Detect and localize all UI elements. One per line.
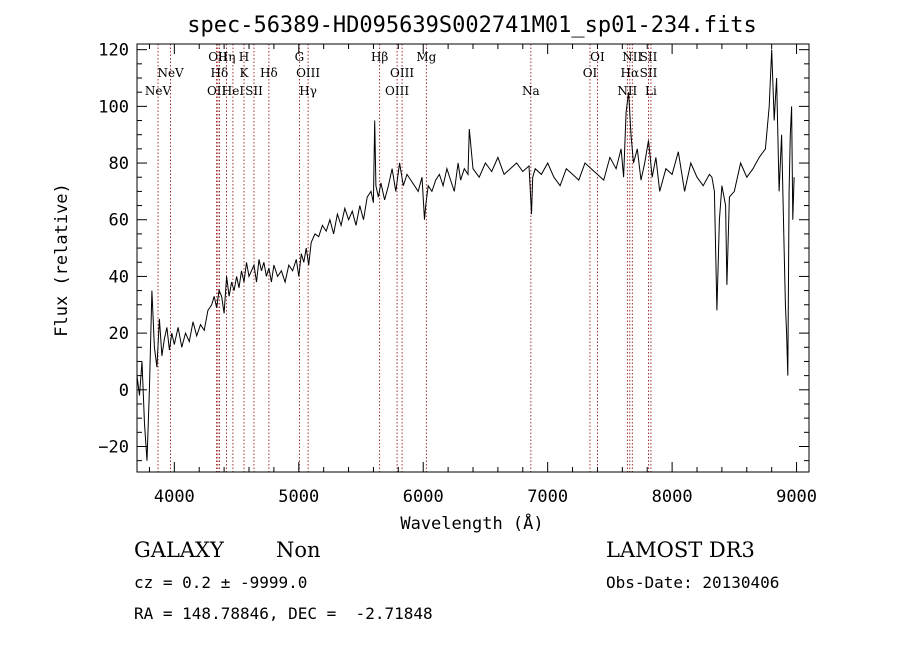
y-axis-label: Flux (relative) <box>52 183 72 337</box>
line-label: OI <box>590 50 605 64</box>
line-label: Hβ <box>371 50 388 64</box>
line-label: OI <box>583 66 598 80</box>
line-label: OII <box>208 50 228 64</box>
object-class: GALAXY <box>134 538 224 562</box>
x-tick-label: 5000 <box>278 487 319 507</box>
line-label: Hδ <box>211 66 229 80</box>
line-label: NII <box>622 50 642 64</box>
line-label: NeV <box>157 66 184 80</box>
y-tick-label: 60 <box>109 211 129 231</box>
survey-name: LAMOST DR3 <box>606 538 755 562</box>
y-tick-label: 100 <box>98 97 129 117</box>
ra-dec: RA = 148.78846, DEC = -2.71848 <box>134 604 433 623</box>
x-axis-label: Wavelength (Å) <box>400 512 543 534</box>
line-label: NII <box>617 84 637 98</box>
line-label: G <box>295 50 305 64</box>
line-label: SII <box>640 50 658 64</box>
y-tick-label: 20 <box>109 324 129 344</box>
x-tick-label: 8000 <box>652 487 693 507</box>
y-axis-ticks: −20 0 20 40 60 80 100 120 <box>98 41 809 462</box>
line-label: K <box>240 66 250 80</box>
redshift-cz: cz = 0.2 ± -9999.0 <box>134 573 308 592</box>
plot-frame <box>136 43 810 473</box>
obs-date: Obs-Date: 20130406 <box>606 573 780 592</box>
line-label: SII <box>640 66 658 80</box>
y-tick-label: 0 <box>119 381 129 401</box>
chart-title: spec-56389-HD095639S002741M01_sp01-234.f… <box>187 13 757 38</box>
line-label: Hδ <box>260 66 278 80</box>
y-tick-label: 40 <box>109 267 129 287</box>
line-label: Hγ <box>299 84 317 98</box>
line-label: OII <box>207 84 227 98</box>
line-label: Li <box>645 84 657 98</box>
x-tick-label: 4000 <box>154 487 195 507</box>
line-label: OIII <box>390 66 414 80</box>
y-tick-label: 80 <box>109 154 129 174</box>
x-axis-ticks: 4000 5000 6000 7000 8000 9000 <box>148 44 817 507</box>
emission-line-labels: NeVNeVOIIOIIHδHηHeIHKSIIHδGOIIIHγHβOIIIO… <box>145 50 658 98</box>
x-tick-label: 7000 <box>527 487 568 507</box>
line-label: Hη <box>218 50 236 64</box>
x-tick-label: 9000 <box>776 487 817 507</box>
line-label: OIII <box>296 66 320 80</box>
line-label: Hα <box>621 66 640 80</box>
emission-line-markers <box>157 44 652 472</box>
x-tick-label: 6000 <box>403 487 444 507</box>
line-label: NeV <box>145 84 172 98</box>
line-label: HeI <box>222 84 245 98</box>
line-label: Mg <box>416 50 436 64</box>
spectrum-line <box>136 49 795 461</box>
line-label: OIII <box>385 84 409 98</box>
line-label: SII <box>245 84 263 98</box>
line-label: H <box>239 50 249 64</box>
object-subclass: Non <box>276 538 321 562</box>
y-tick-label: −20 <box>98 437 129 457</box>
line-label: Na <box>522 84 540 98</box>
y-tick-label: 120 <box>98 41 129 61</box>
